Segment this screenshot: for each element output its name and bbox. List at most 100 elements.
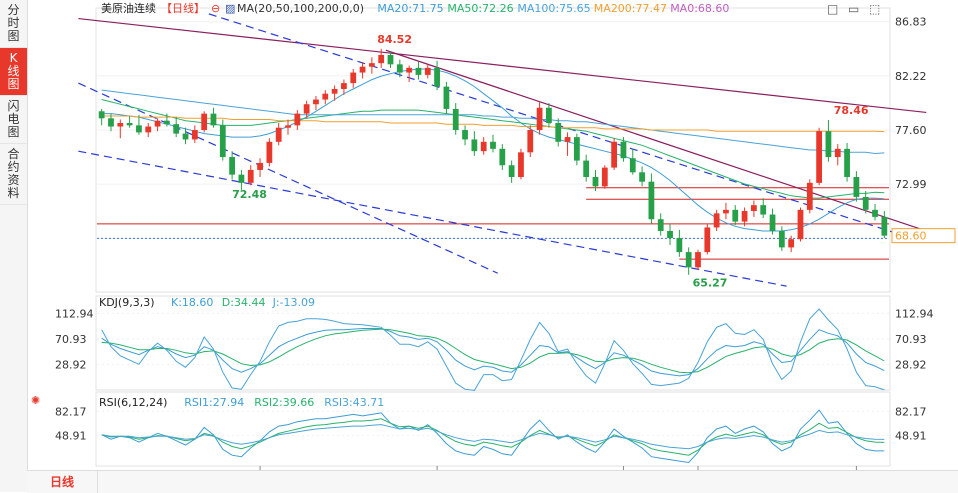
y-tick-label-left: 112.94 (55, 307, 94, 320)
candle-body (573, 137, 580, 161)
candle-body (201, 113, 208, 131)
candle-body (797, 209, 804, 240)
indicator-legend-item: RSI3:43.71 (324, 396, 384, 409)
candle-body (862, 196, 869, 210)
y-tick-label: 70.93 (895, 333, 927, 346)
fullscreen-icon[interactable]: ⬚ (869, 2, 880, 16)
candle-body (210, 113, 217, 126)
indicator-line-k (101, 328, 885, 377)
candle-body (154, 120, 161, 127)
settings-gear-icon[interactable]: ▭ (848, 2, 859, 16)
candle-body (527, 130, 534, 153)
y-tick-label: 48.91 (895, 430, 927, 443)
candle-body (816, 131, 823, 183)
y-tick-label: 112.94 (895, 307, 934, 320)
candle-body (620, 141, 627, 159)
candle-body (769, 214, 776, 231)
candle-body (471, 139, 478, 152)
indicator-legend-item: K:18.60 (171, 296, 213, 309)
candle-body (555, 123, 562, 142)
high-annotation: 78.46 (834, 104, 869, 117)
candle-body (126, 123, 133, 126)
y-tick-label: 86.83 (895, 16, 927, 29)
indicator-name: KDJ(9,3,3) (99, 296, 155, 309)
candle-body (238, 174, 245, 183)
candle-body (145, 126, 152, 133)
candle-body (778, 230, 785, 248)
y-tick-label: 72.99 (895, 178, 927, 191)
last-price-value: 68.60 (895, 230, 927, 243)
tab-intraday-chart[interactable]: 分时图 (0, 0, 27, 48)
candle-body (303, 104, 310, 114)
candle-body (751, 205, 757, 212)
candle-body (378, 54, 385, 64)
candle-body (341, 83, 347, 89)
ma-legend-item: MA20:71.75 (377, 2, 443, 15)
candle-body (667, 230, 673, 239)
short-trend-line (385, 49, 927, 232)
candle-body (648, 181, 655, 220)
indicator-line-j (101, 308, 885, 391)
high-annotation: 84.52 (377, 33, 412, 46)
candle-body (629, 158, 636, 173)
ma-line-ma20 (101, 68, 885, 232)
candle-body (368, 63, 375, 67)
candle-body (834, 148, 841, 158)
candle-body (285, 125, 291, 128)
candle-body (518, 152, 524, 177)
long-trend-line (78, 17, 927, 114)
kdj-panel (95, 295, 891, 391)
ma-legend-item: MA100:75.65 (517, 2, 590, 15)
candle-body (313, 99, 319, 105)
tab-label: 合约资料 (7, 147, 20, 200)
y-tick-label: 82.17 (895, 405, 927, 418)
candle-body (443, 86, 450, 109)
candle-body (331, 88, 338, 94)
candle-body (676, 238, 683, 253)
bottom-period-bar: 日线 (27, 470, 958, 493)
candle-body (98, 111, 105, 119)
candle-body (704, 227, 711, 253)
indicator-line-rsi1 (101, 409, 885, 464)
candle-body (853, 176, 860, 197)
channel-lower-line (78, 150, 787, 287)
y-tick-label: 77.60 (895, 124, 927, 137)
candle-body (490, 141, 496, 149)
chart-icon: ▨ (225, 2, 235, 15)
indicator-line-d (101, 328, 885, 374)
candle-body (881, 216, 888, 236)
candle-body (592, 176, 599, 187)
period-daily-button[interactable]: 日线 (27, 471, 98, 493)
tab-flash-chart[interactable]: 闪电图 (0, 96, 27, 144)
tab-contract-info[interactable]: 合约资料 (0, 144, 27, 205)
candle-body (741, 211, 748, 222)
candle-body (788, 239, 795, 248)
candle-body (713, 213, 720, 228)
low-annotation: 65.27 (693, 277, 728, 290)
candle-body (173, 124, 180, 134)
candle-body (434, 67, 440, 87)
candle-body (825, 131, 832, 158)
y-tick-label-left: 48.91 (55, 430, 87, 443)
candle-body (406, 67, 413, 73)
kline-chart[interactable]: 86.8382.2277.6072.9968.3784.5278.4672.48… (27, 0, 958, 470)
expand-icon[interactable]: □ (827, 2, 838, 16)
settings-icon: ⊖ (211, 2, 220, 15)
ma-legend-item: MA(20,50,100,200,0,0) (237, 2, 364, 15)
candle-body (350, 72, 357, 84)
y-tick-label-left: 28.92 (55, 358, 87, 371)
candle-body (247, 169, 254, 183)
candle-body (546, 107, 552, 124)
indicator-legend-item: D:34.44 (222, 296, 266, 309)
candle-body (508, 165, 515, 177)
indicator-legend-item: RSI1:27.94 (184, 396, 244, 409)
low-annotation: 72.48 (232, 188, 267, 201)
candle-body (657, 219, 664, 231)
candle-body (424, 67, 431, 75)
y-tick-label-left: 82.17 (55, 405, 87, 418)
candle-body (108, 118, 114, 127)
candle-body (452, 108, 459, 131)
candle-body (359, 66, 366, 73)
